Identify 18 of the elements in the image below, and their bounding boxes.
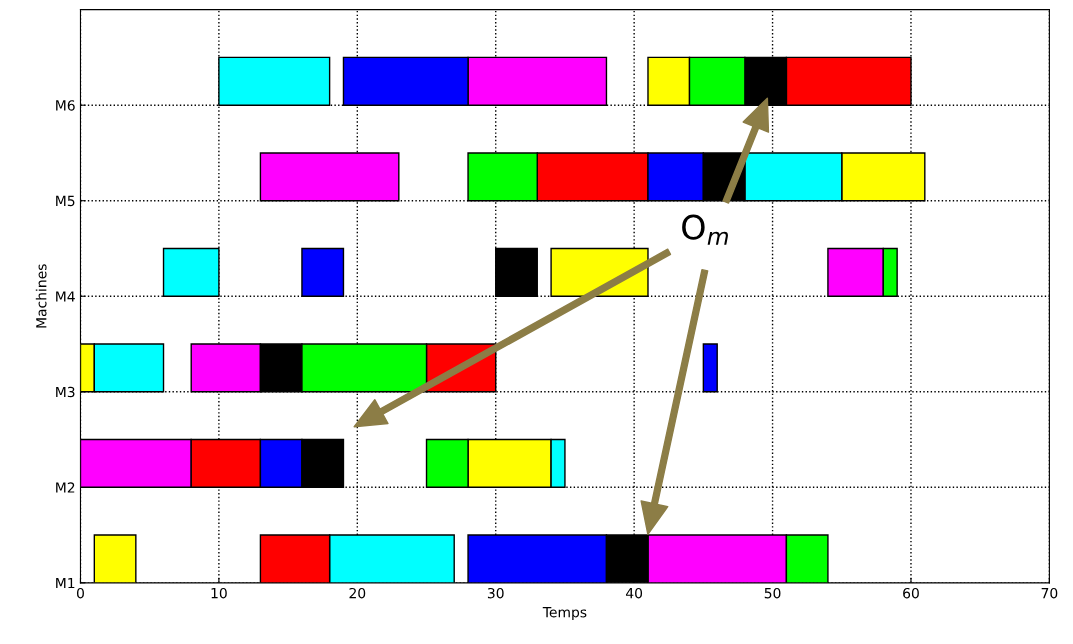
y-tick-label: M5 [56,195,75,207]
x-tick-label: 20 [349,587,366,599]
y-tick-label: M6 [56,100,75,111]
x-tick-label: 30 [487,587,504,599]
x-axis-title: Temps [542,607,587,621]
annotation: O$_{m}$ [682,214,728,245]
y-axis-title: Machines [35,264,47,328]
x-tick-label: 50 [764,587,781,599]
y-tick-label: M1 [56,577,75,589]
y-tick-label: M4 [56,291,75,302]
bar [93,534,137,583]
x-tick-label: 10 [211,587,227,599]
x-tick-label: 70 [1041,587,1058,599]
x-tick-label: 40 [625,587,643,599]
x-tick-label: 0 [76,587,84,599]
y-tick-label: M2 [56,482,75,493]
x-tick-label: 60 [903,587,919,599]
y-tick-label: M3 [56,386,75,398]
